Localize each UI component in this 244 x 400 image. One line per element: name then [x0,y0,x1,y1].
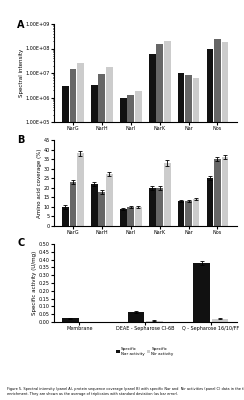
Bar [207,178,213,226]
Bar [77,153,84,226]
Bar [212,318,228,322]
Bar [214,159,221,226]
Bar [77,63,84,400]
Bar [120,98,127,400]
Bar [62,318,79,322]
Bar [120,209,127,226]
Bar [156,188,163,226]
Bar [164,163,171,226]
Legend: Specific
Nar activity, Specific
Nir activity: Specific Nar activity, Specific Nir acti… [116,348,174,356]
Bar [127,95,134,400]
Bar [193,263,210,322]
Bar [91,184,98,226]
Bar [146,321,163,322]
Y-axis label: Specific activity (U/mg): Specific activity (U/mg) [32,251,37,315]
Text: C: C [17,238,24,248]
Legend: Membrane, DEAE - Sepharose Cl-6B, Q - Sepharose 16/10/FF: Membrane, DEAE - Sepharose Cl-6B, Q - Se… [77,142,213,146]
Bar [178,201,184,226]
Y-axis label: Spectral intensity: Spectral intensity [19,49,24,97]
Bar [222,157,228,226]
Bar [128,312,144,322]
Bar [106,174,113,226]
Bar [193,199,199,226]
Bar [207,48,213,400]
Bar [70,182,76,226]
Text: B: B [17,135,24,145]
Bar [164,41,171,400]
Bar [98,74,105,400]
Text: Figure 5. Spectral intensity (panel A), protein sequence coverage (panel B) with: Figure 5. Spectral intensity (panel A), … [7,387,244,396]
Bar [135,207,142,226]
Bar [185,75,192,400]
Text: A: A [17,20,25,30]
Bar [135,91,142,400]
Bar [127,207,134,226]
Bar [98,192,105,226]
Bar [70,69,76,400]
Bar [185,201,192,226]
Legend: Membrane, DEAE - Sepharose Cl-6B, Q - Sepharose 16/10/FF: Membrane, DEAE - Sepharose Cl-6B, Q - Se… [77,245,213,249]
Bar [106,67,113,400]
Bar [149,54,155,400]
Bar [156,44,163,400]
Y-axis label: Amino acid coverage (%): Amino acid coverage (%) [37,148,42,218]
Bar [178,73,184,400]
Bar [62,207,69,226]
Bar [222,42,228,400]
Bar [193,78,199,400]
Bar [214,39,221,400]
Bar [91,85,98,400]
Bar [62,86,69,400]
Bar [149,188,155,226]
